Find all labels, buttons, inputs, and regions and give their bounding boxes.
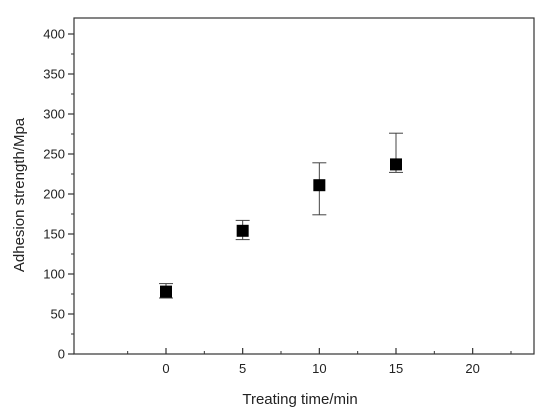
x-tick-label: 10: [312, 361, 326, 376]
y-tick-label: 400: [43, 27, 65, 42]
y-tick-label: 250: [43, 147, 65, 162]
x-tick-label: 20: [465, 361, 479, 376]
error-bars: [159, 132, 403, 299]
y-tick-label: 100: [43, 267, 65, 282]
y-tick-label: 200: [43, 187, 65, 202]
y-axis-title: Adhesion strength/Mpa: [11, 117, 28, 272]
y-tick-label: 150: [43, 227, 65, 242]
data-point: [313, 179, 326, 192]
plot-frame: [73, 17, 535, 355]
plot-border: [73, 17, 535, 355]
x-tick-label: 0: [162, 361, 169, 376]
data-points: [160, 158, 402, 298]
data-point: [236, 224, 249, 237]
x-axis-title: Treating time/min: [242, 391, 357, 408]
x-axis: 0 5 10 15 20: [127, 348, 512, 376]
y-tick-label: 300: [43, 107, 65, 122]
x-tick-label: 5: [239, 361, 246, 376]
x-tick-label: 15: [389, 361, 403, 376]
y-tick-label: 50: [51, 307, 65, 322]
data-point: [390, 158, 402, 171]
y-tick-label: 350: [43, 67, 65, 82]
y-axis: 0 50 100 150 200 250 300 350 400: [43, 27, 74, 362]
y-tick-label: 0: [58, 347, 65, 362]
data-point: [160, 285, 172, 298]
